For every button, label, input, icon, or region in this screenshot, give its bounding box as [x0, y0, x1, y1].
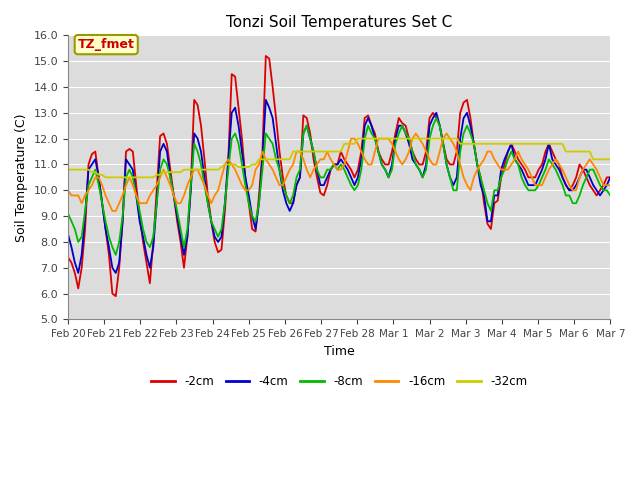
Line: -8cm: -8cm: [68, 118, 611, 255]
-2cm: [371, 131, 379, 136]
Title: Tonzi Soil Temperatures Set C: Tonzi Soil Temperatures Set C: [226, 15, 452, 30]
-2cm: [112, 293, 120, 299]
-16cm: [607, 182, 614, 188]
-4cm: [422, 162, 430, 168]
-16cm: [64, 187, 72, 193]
-8cm: [586, 167, 594, 172]
-4cm: [371, 136, 379, 142]
-32cm: [586, 149, 594, 155]
-32cm: [177, 169, 184, 175]
-8cm: [433, 115, 440, 121]
-16cm: [368, 162, 376, 168]
-2cm: [177, 239, 184, 245]
-4cm: [221, 200, 228, 206]
-8cm: [368, 131, 376, 136]
-4cm: [177, 234, 184, 240]
-2cm: [607, 175, 614, 180]
-4cm: [586, 175, 594, 180]
-32cm: [102, 175, 109, 180]
Legend: -2cm, -4cm, -8cm, -16cm, -32cm: -2cm, -4cm, -8cm, -16cm, -32cm: [147, 371, 532, 393]
-8cm: [112, 252, 120, 258]
-32cm: [422, 136, 430, 142]
-16cm: [177, 200, 184, 206]
-16cm: [412, 131, 420, 136]
-8cm: [607, 192, 614, 198]
Y-axis label: Soil Temperature (C): Soil Temperature (C): [15, 113, 28, 241]
-4cm: [262, 97, 269, 103]
-2cm: [221, 208, 228, 214]
-16cm: [221, 162, 228, 168]
X-axis label: Time: Time: [324, 345, 355, 358]
-2cm: [64, 254, 72, 260]
-32cm: [64, 167, 72, 172]
-8cm: [64, 211, 72, 216]
Text: TZ_fmet: TZ_fmet: [78, 38, 134, 51]
-4cm: [74, 270, 82, 276]
-8cm: [419, 175, 426, 180]
-16cm: [422, 149, 430, 155]
-16cm: [109, 208, 116, 214]
-32cm: [371, 136, 379, 142]
Line: -16cm: -16cm: [68, 133, 611, 211]
-16cm: [515, 149, 522, 155]
-8cm: [177, 226, 184, 232]
-32cm: [221, 162, 228, 168]
-2cm: [422, 149, 430, 155]
-32cm: [607, 156, 614, 162]
Line: -4cm: -4cm: [68, 100, 611, 273]
-4cm: [607, 175, 614, 180]
-16cm: [586, 156, 594, 162]
-8cm: [515, 162, 522, 168]
-32cm: [354, 136, 362, 142]
-32cm: [515, 141, 522, 147]
Line: -32cm: -32cm: [68, 139, 611, 178]
-8cm: [221, 200, 228, 206]
Line: -2cm: -2cm: [68, 56, 611, 296]
-4cm: [515, 162, 522, 168]
-2cm: [262, 53, 269, 59]
-2cm: [586, 182, 594, 188]
-4cm: [64, 231, 72, 237]
-2cm: [515, 156, 522, 162]
